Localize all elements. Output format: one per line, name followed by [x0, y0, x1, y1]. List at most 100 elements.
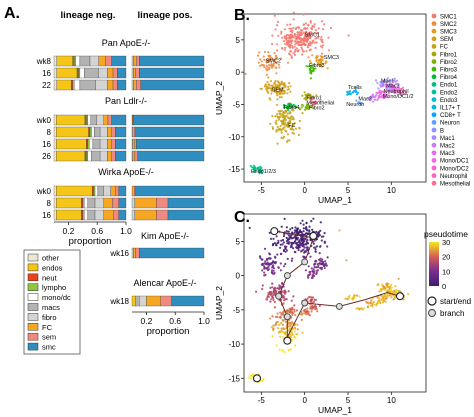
- legend-label: neut: [42, 273, 58, 282]
- pseudotime-axes: -5 0 5 10 5 0 -5 -10 -15 UMAP_1 UMAP_2: [214, 237, 396, 415]
- pseudotime-point: [265, 262, 268, 265]
- umap-point: [311, 40, 314, 43]
- cluster-label: Mesothelial: [306, 101, 334, 107]
- umap-point: [275, 72, 278, 75]
- cluster-legend-label: B: [440, 128, 444, 134]
- bar-segment-endos: [56, 185, 93, 197]
- x-axis-title: UMAP_1: [318, 405, 352, 415]
- cluster-label: Mac1: [381, 79, 394, 85]
- legend-swatch: [27, 273, 39, 282]
- umap-point: [392, 91, 396, 94]
- pseudotime-point: [317, 264, 320, 267]
- bar-segment-FC: [131, 185, 135, 197]
- cluster-label: Fibro3: [309, 63, 325, 69]
- pseudotime-point: [261, 258, 264, 261]
- bar-segment-other: [53, 209, 57, 221]
- umap-point: [291, 105, 294, 108]
- umap-point: [307, 34, 310, 38]
- umap-point: [266, 81, 269, 84]
- start-end-marker: [395, 292, 405, 301]
- umap-point: [280, 32, 283, 35]
- umap-point: [383, 96, 386, 99]
- pseudotime-point: [319, 229, 322, 232]
- pseudotime-point: [285, 226, 288, 229]
- pseudotime-point: [289, 311, 292, 314]
- bar-row-label: 22: [42, 81, 51, 90]
- pseudotime-point: [307, 265, 310, 268]
- bar-segment-fibro: [131, 55, 134, 67]
- bar-segment-sem: [111, 126, 116, 138]
- bar-segment-FC: [107, 79, 114, 91]
- umap-point: [279, 89, 282, 92]
- pseudotime-point: [315, 307, 318, 311]
- pseudotime-point: [277, 239, 280, 242]
- umap-point: [286, 92, 289, 95]
- umap-point: [259, 171, 262, 174]
- umap-point: [311, 54, 314, 57]
- pseudotime-point: [290, 299, 293, 302]
- bar-segment-mono-dc: [79, 67, 85, 79]
- cluster-legend-label: SEM: [440, 37, 453, 43]
- cluster-label: Mac3: [386, 84, 399, 90]
- bar-row-label: 8: [47, 199, 52, 208]
- umap-point: [276, 43, 279, 46]
- group-title-alencar-apoe: Alencar ApoE-/-: [133, 278, 196, 288]
- pseudotime-point: [287, 321, 290, 324]
- cluster-legend-dot: [431, 142, 437, 148]
- pseudotime-point: [283, 217, 286, 220]
- pseudotime-point: [306, 232, 309, 235]
- umap-point: [325, 60, 328, 63]
- umap-point: [324, 62, 327, 65]
- bar-segment-smc: [117, 67, 127, 79]
- colorbar-tick-label: 0: [442, 282, 446, 291]
- pseudotime-point: [250, 377, 253, 380]
- umap-point: [280, 129, 283, 132]
- umap-point: [393, 89, 396, 92]
- pseudotime-point: [298, 240, 301, 244]
- pseudotime-point: [290, 331, 293, 334]
- pseudotime-point: [269, 317, 272, 320]
- umap-point: [315, 60, 318, 63]
- umap-point: [253, 167, 256, 170]
- pseudotime-point: [280, 225, 283, 228]
- x-tick-label: -5: [258, 396, 266, 405]
- bar-segment-neut: [84, 150, 87, 162]
- y-tick-label: -15: [228, 165, 240, 174]
- umap-point: [321, 59, 324, 62]
- pseudotime-point: [279, 246, 282, 249]
- pseudotime-point: [315, 245, 319, 248]
- legend-label: sem: [42, 333, 56, 342]
- umap-point: [263, 58, 266, 61]
- umap-point: [288, 121, 291, 124]
- umap-point: [312, 63, 315, 67]
- umap-point: [306, 27, 309, 30]
- pseudotime-point: [305, 243, 308, 246]
- umap-point: [308, 37, 312, 40]
- umap-point: [289, 90, 292, 93]
- umap-point: [287, 109, 290, 112]
- pseudotime-point: [378, 290, 381, 293]
- cluster-label: Neuron: [346, 102, 364, 108]
- umap-point: [286, 112, 290, 115]
- bar-segment-other: [53, 67, 58, 79]
- pseudotime-point: [323, 266, 326, 270]
- bar-row-label: 16: [42, 211, 51, 220]
- panel-b-label: B.: [234, 7, 250, 24]
- pseudotime-point: [270, 298, 273, 301]
- umap-point: [300, 31, 303, 34]
- umap-point: [402, 89, 405, 93]
- pseudotime-point: [282, 336, 285, 339]
- pseudotime-point: [370, 304, 373, 307]
- umap-point: [257, 169, 260, 172]
- bar-row-label: wk0: [36, 187, 52, 196]
- umap-point: [292, 26, 295, 29]
- pseudotime-point: [318, 262, 321, 265]
- bar-segment-mono-dc: [84, 209, 88, 221]
- pseudotime-point: [326, 245, 329, 248]
- pseudotime-point: [284, 291, 287, 294]
- umap-point: [306, 46, 310, 49]
- pseudotime-point: [292, 236, 295, 239]
- pseudotime-point: [358, 295, 361, 298]
- start-end-marker: [283, 336, 292, 345]
- pseudotime-point: [263, 265, 266, 268]
